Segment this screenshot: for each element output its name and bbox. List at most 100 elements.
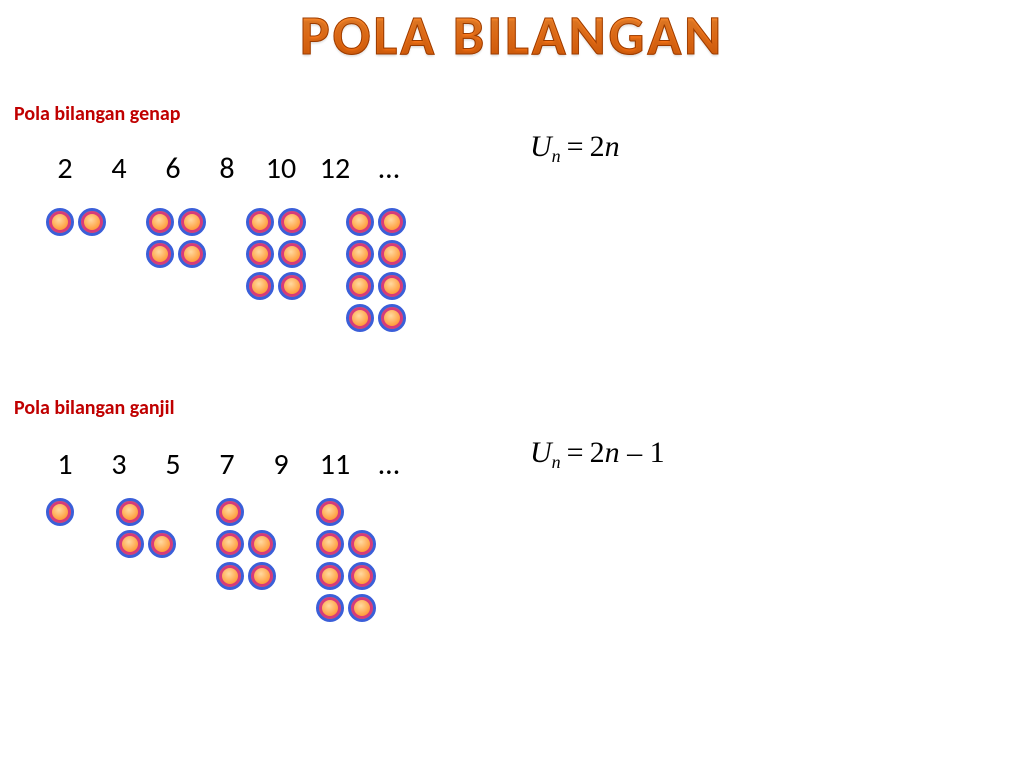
dot-icon	[78, 208, 106, 236]
dot-row	[346, 208, 406, 236]
dot-row	[316, 498, 376, 526]
even-label: Pola bilangan genap	[14, 102, 180, 126]
even-n2: 4	[92, 150, 146, 187]
dot-icon	[378, 272, 406, 300]
dot-spacer	[348, 498, 376, 526]
formula-minus1: – 1	[620, 436, 665, 469]
dot-row	[116, 530, 176, 558]
dot-icon	[216, 562, 244, 590]
even-n6: 12	[308, 150, 362, 187]
dot-icon	[216, 498, 244, 526]
odd-n5: 9	[254, 446, 308, 483]
dot-icon	[278, 272, 306, 300]
dot-icon	[46, 498, 74, 526]
dot-group	[46, 208, 106, 236]
dot-icon	[248, 562, 276, 590]
even-ellipsis: …	[362, 150, 416, 187]
dot-icon	[346, 272, 374, 300]
odd-dot-diagram	[0, 498, 500, 658]
dot-icon	[378, 208, 406, 236]
dot-row	[246, 240, 306, 268]
dot-group	[46, 498, 74, 526]
dot-icon	[216, 530, 244, 558]
odd-formula: Un=2n – 1	[530, 436, 665, 473]
dot-icon	[378, 304, 406, 332]
dot-spacer	[148, 498, 176, 526]
dot-icon	[278, 240, 306, 268]
even-n5: 10	[254, 150, 308, 187]
dot-row	[246, 208, 306, 236]
equals-sign: =	[567, 436, 584, 469]
formula-sub-n: n	[552, 146, 561, 166]
dot-icon	[316, 498, 344, 526]
dot-icon	[346, 208, 374, 236]
dot-icon	[178, 208, 206, 236]
dot-group	[116, 498, 176, 558]
dot-row	[316, 530, 376, 558]
odd-sequence: 1 3 5 7 9 11 …	[38, 446, 416, 483]
formula-2: 2	[590, 130, 605, 163]
formula-U: U	[530, 130, 552, 163]
dot-icon	[348, 530, 376, 558]
dot-icon	[346, 304, 374, 332]
dot-group	[146, 208, 206, 268]
dot-icon	[246, 272, 274, 300]
dot-group	[216, 498, 276, 590]
dot-row	[116, 498, 176, 526]
formula-sub-n: n	[552, 452, 561, 472]
dot-row	[46, 498, 74, 526]
even-n1: 2	[38, 150, 92, 187]
dot-icon	[316, 562, 344, 590]
dot-row	[216, 562, 276, 590]
dot-group	[346, 208, 406, 332]
dot-icon	[46, 208, 74, 236]
formula-n: n	[605, 436, 620, 469]
odd-n1: 1	[38, 446, 92, 483]
dot-icon	[348, 562, 376, 590]
dot-icon	[178, 240, 206, 268]
dot-row	[216, 498, 276, 526]
dot-icon	[348, 594, 376, 622]
dot-row	[146, 240, 206, 268]
dot-row	[46, 208, 106, 236]
dot-spacer	[248, 498, 276, 526]
odd-n2: 3	[92, 446, 146, 483]
dot-group	[316, 498, 376, 622]
formula-n: n	[605, 130, 620, 163]
odd-ellipsis: …	[362, 446, 416, 483]
dot-row	[346, 240, 406, 268]
even-dot-diagram	[0, 208, 500, 368]
dot-icon	[316, 530, 344, 558]
dot-icon	[146, 208, 174, 236]
equals-sign: =	[567, 130, 584, 163]
formula-U: U	[530, 436, 552, 469]
dot-row	[316, 594, 376, 622]
dot-icon	[248, 530, 276, 558]
dot-row	[346, 304, 406, 332]
even-n3: 6	[146, 150, 200, 187]
odd-n4: 7	[200, 446, 254, 483]
dot-row	[246, 272, 306, 300]
odd-label: Pola bilangan ganjil	[14, 396, 175, 420]
even-formula: Un=2n	[530, 130, 620, 167]
dot-row	[346, 272, 406, 300]
dot-row	[316, 562, 376, 590]
dot-icon	[346, 240, 374, 268]
page-title: POLA BILANGAN	[0, 2, 1024, 70]
dot-icon	[378, 240, 406, 268]
even-sequence: 2 4 6 8 10 12 …	[38, 150, 416, 187]
dot-icon	[148, 530, 176, 558]
dot-icon	[246, 208, 274, 236]
dot-icon	[246, 240, 274, 268]
dot-icon	[316, 594, 344, 622]
dot-row	[146, 208, 206, 236]
dot-icon	[146, 240, 174, 268]
dot-icon	[116, 498, 144, 526]
odd-n6: 11	[308, 446, 362, 483]
even-n4: 8	[200, 150, 254, 187]
dot-group	[246, 208, 306, 300]
dot-icon	[278, 208, 306, 236]
formula-2: 2	[590, 436, 605, 469]
odd-n3: 5	[146, 446, 200, 483]
dot-row	[216, 530, 276, 558]
